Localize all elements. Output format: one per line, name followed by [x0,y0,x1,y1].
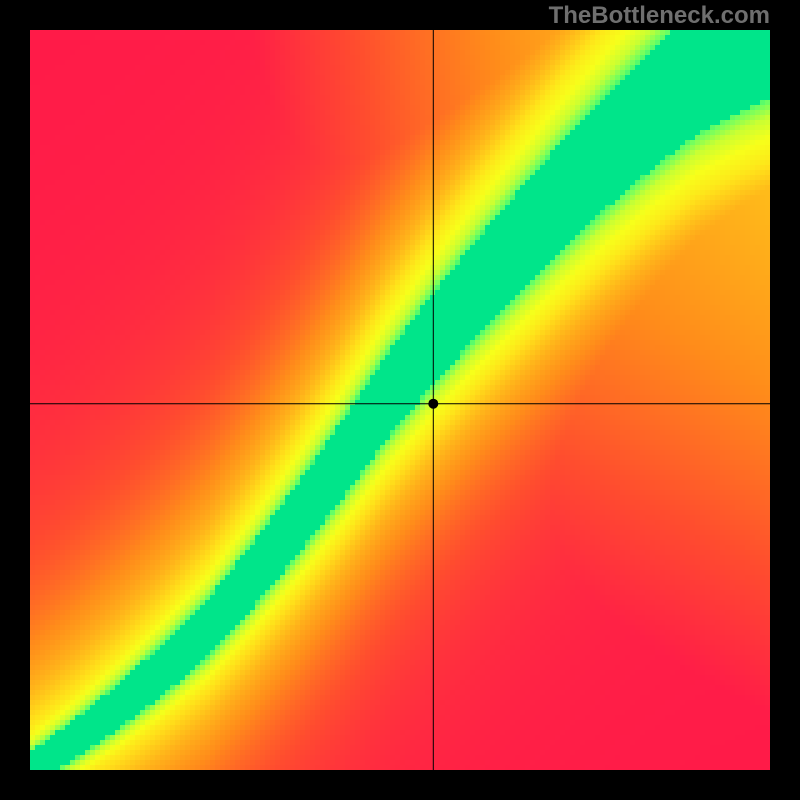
bottleneck-heatmap [30,30,770,770]
chart-container: TheBottleneck.com [0,0,800,800]
watermark-text: TheBottleneck.com [549,2,770,30]
